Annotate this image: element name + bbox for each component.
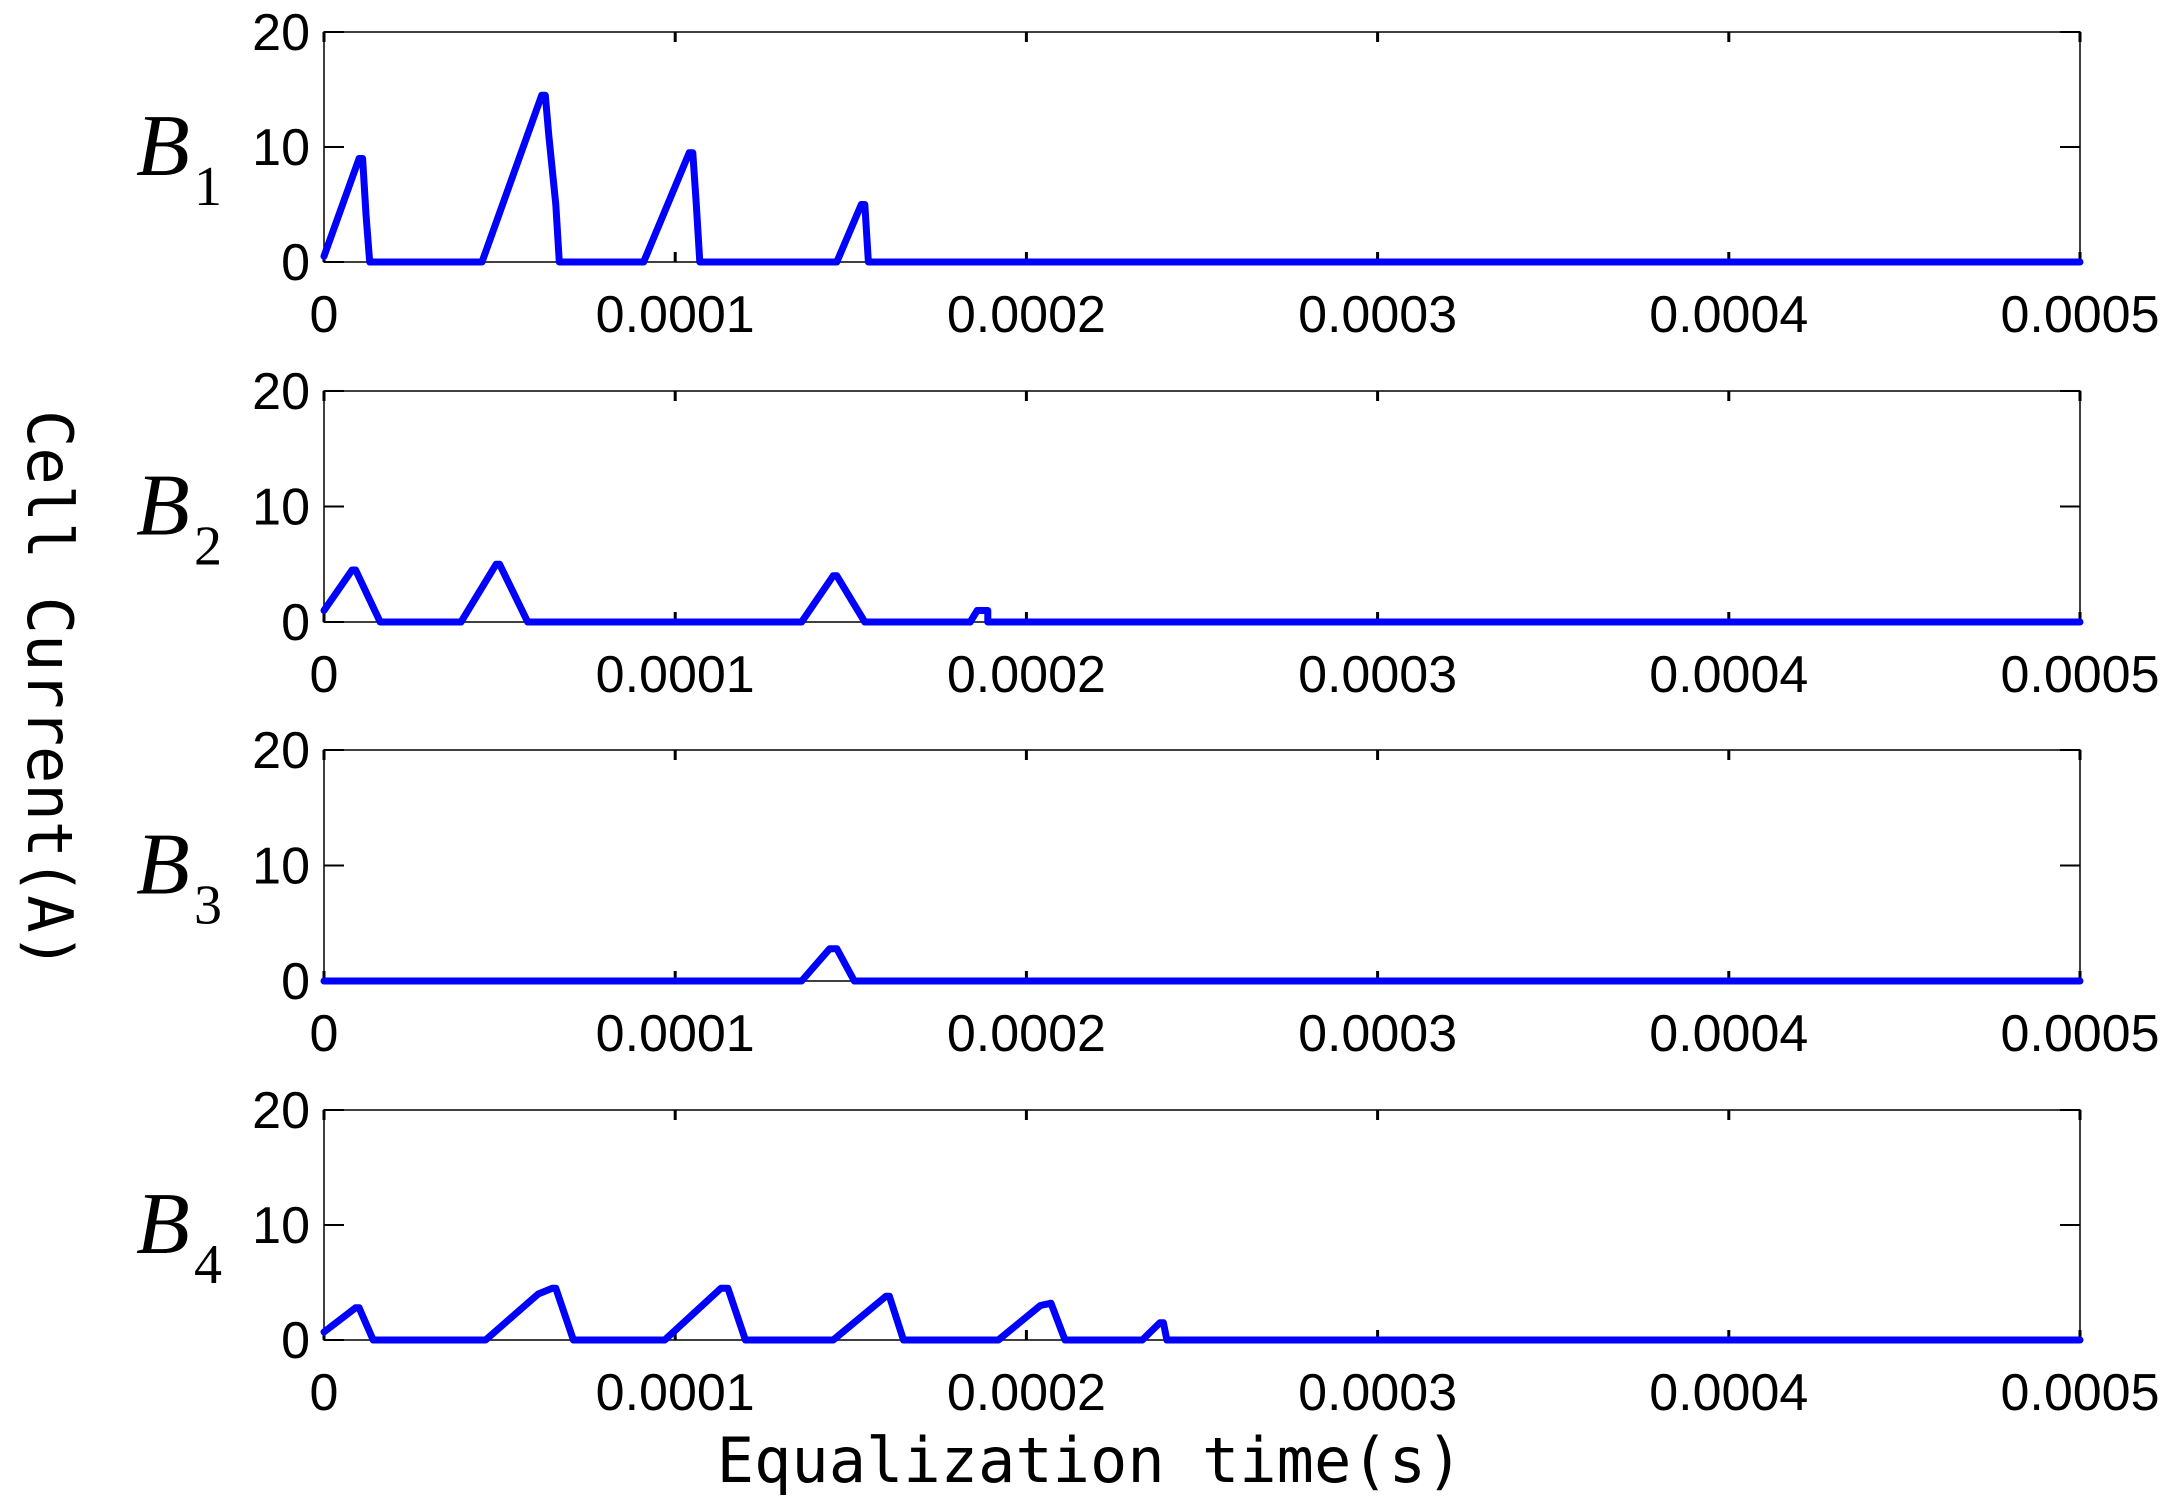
y-tick-label: 10 — [252, 838, 310, 896]
plot-frame — [323, 749, 2081, 982]
series-line — [320, 91, 2084, 266]
panel-4: 0 0.0001 0.0002 0.0003 0.0004 0.0005 0 10 20 B 4 — [136, 1082, 2160, 1422]
x-tick-label: 0.0005 — [2000, 286, 2159, 344]
x-tick-label: 0.0004 — [1649, 1005, 1808, 1063]
panel-label: B — [136, 1176, 190, 1273]
y-tick-label: 10 — [252, 1197, 310, 1255]
x-tick-label: 0.0002 — [947, 1364, 1106, 1422]
x-tick-label: 0.0003 — [1298, 1005, 1457, 1063]
plot-frame — [323, 1109, 2081, 1341]
panel-label: B — [136, 458, 190, 555]
x-tick-label: 0.0001 — [596, 1005, 755, 1063]
x-tick-label: 0 — [310, 1005, 339, 1063]
x-tick-label: 0.0003 — [1298, 286, 1457, 344]
x-tick-label: 0.0004 — [1649, 1364, 1808, 1422]
series-line — [320, 560, 2084, 626]
series-line — [320, 945, 2084, 985]
x-tick-label: 0 — [310, 1364, 339, 1422]
y-tick-label: 20 — [252, 1082, 310, 1140]
panel-label-subscript: 3 — [194, 875, 222, 937]
x-tick-label: 0.0005 — [2000, 646, 2159, 704]
y-tick-label: 20 — [252, 363, 310, 421]
x-tick-label: 0.0005 — [2000, 1364, 2159, 1422]
panel-label-subscript: 2 — [194, 516, 222, 578]
panel-label: B — [136, 98, 190, 195]
x-tick-label: 0.0003 — [1298, 646, 1457, 704]
x-axis-title: Equalization time(s) — [717, 1424, 1464, 1497]
x-tick-label: 0 — [310, 646, 339, 704]
panel-3: 0 0.0001 0.0002 0.0003 0.0004 0.0005 0 10 20 B 3 — [136, 722, 2160, 1063]
y-tick-label: 20 — [252, 4, 310, 62]
panel-label: B — [136, 817, 190, 914]
y-tick-label: 10 — [252, 479, 310, 537]
y-axis-title: Cell Current(A) — [13, 410, 86, 970]
x-tick-label: 0.0002 — [947, 646, 1106, 704]
x-tick-label: 0.0002 — [947, 1005, 1106, 1063]
y-tick-label: 0 — [281, 1312, 310, 1370]
y-tick-label: 0 — [281, 953, 310, 1011]
y-tick-label: 10 — [252, 119, 310, 177]
panel-label-subscript: 4 — [194, 1234, 222, 1296]
panel-2: 0 0.0001 0.0002 0.0003 0.0004 0.0005 0 10 20 B 2 — [136, 363, 2160, 704]
x-tick-label: 0.0004 — [1649, 646, 1808, 704]
x-tick-label: 0.0002 — [947, 286, 1106, 344]
x-tick-label: 0 — [310, 286, 339, 344]
x-tick-label: 0.0001 — [596, 646, 755, 704]
x-tick-label: 0.0005 — [2000, 1005, 2159, 1063]
plot-frame — [323, 390, 2081, 623]
y-tick-label: 0 — [281, 234, 310, 292]
x-tick-label: 0.0003 — [1298, 1364, 1457, 1422]
x-tick-label: 0.0001 — [596, 1364, 755, 1422]
x-tick-label: 0.0001 — [596, 286, 755, 344]
series-line — [320, 1284, 2084, 1344]
y-tick-label: 20 — [252, 722, 310, 780]
plot-frame — [323, 31, 2081, 263]
y-tick-label: 0 — [281, 594, 310, 652]
x-tick-label: 0.0004 — [1649, 286, 1808, 344]
panel-1: 0 0.0001 0.0002 0.0003 0.0004 0.0005 0 10 20 B 1 — [136, 4, 2160, 344]
panel-label-subscript: 1 — [194, 156, 222, 218]
